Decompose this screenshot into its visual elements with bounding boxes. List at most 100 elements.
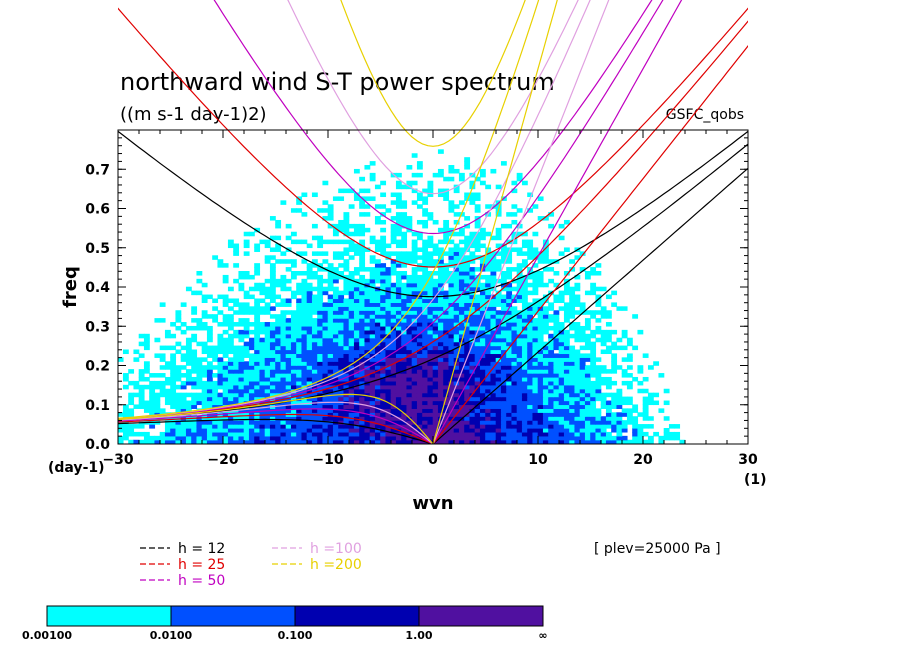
heatmap-cell [332,274,339,280]
heatmap-cell [332,227,339,233]
heatmap-cell [359,376,366,382]
heatmap-cell [285,322,292,327]
heatmap-cell [469,412,476,417]
heatmap-cell [385,431,392,437]
heatmap-cell [201,294,208,300]
heatmap-cell [416,341,423,347]
heatmap-cell [595,439,602,444]
heatmap-cell [243,349,250,355]
heatmap-cell [227,380,234,386]
heatmap-cell [532,357,539,362]
heatmap-cell [369,310,376,315]
heatmap-cell [275,361,282,366]
heatmap-cell [411,424,418,429]
heatmap-cell [516,318,523,323]
heatmap-cell [437,314,444,319]
heatmap-cell [343,333,350,339]
heatmap-cell [122,373,129,378]
heatmap-cell [679,439,686,444]
heatmap-cell [616,404,623,409]
heatmap-cell [269,329,276,335]
heatmap-cell [369,271,376,276]
heatmap-cell [490,412,497,417]
heatmap-cell [485,278,492,284]
heatmap-cell [663,416,670,421]
heatmap-cell [416,333,423,339]
heatmap-cell [516,325,523,331]
heatmap-cell [490,314,497,319]
heatmap-cell [537,216,544,221]
heatmap-cell [154,400,161,406]
heatmap-cell [590,396,597,402]
heatmap-cell [569,345,576,351]
heatmap-cell [201,369,208,374]
heatmap-cell [201,435,208,441]
heatmap-cell [390,412,397,417]
heatmap-cell [175,365,182,370]
heatmap-cell [338,239,345,245]
heatmap-cell [385,376,392,382]
heatmap-cell [301,259,308,264]
heatmap-cell [364,188,371,194]
heatmap-cell [338,428,345,433]
heatmap-cell [542,322,549,327]
heatmap-cell [485,263,492,268]
heatmap-cell [206,384,213,390]
heatmap-cell [558,345,565,351]
heatmap-cell [254,298,261,303]
heatmap-cell [558,420,565,425]
heatmap-cell [332,294,339,300]
heatmap-cell [369,431,376,437]
heatmap-cell [611,345,618,351]
heatmap-cell [527,380,534,386]
heatmap-cell [464,165,471,170]
heatmap-cell [469,428,476,433]
heatmap-cell [191,439,198,444]
heatmap-cell [290,431,297,437]
heatmap-cell [196,369,203,374]
heatmap-cell [311,353,318,358]
heatmap-cell [553,392,560,398]
heatmap-cell [469,196,476,201]
heatmap-cell [416,192,423,198]
heatmap-cell [238,369,245,374]
heatmap-cell [616,345,623,351]
heatmap-cell [395,172,402,178]
heatmap-cell [569,294,576,300]
heatmap-cell [395,388,402,394]
heatmap-cell [605,329,612,335]
heatmap-cell [170,428,177,433]
heatmap-cell [348,286,355,292]
heatmap-cell [243,424,250,429]
heatmap-cell [306,365,313,370]
heatmap-cell [527,192,534,198]
heatmap-cell [285,420,292,425]
heatmap-cell [385,286,392,292]
heatmap-cell [579,392,586,398]
heatmap-cell [558,428,565,433]
heatmap-cell [532,420,539,425]
heatmap-cell [401,428,408,433]
heatmap-cell [359,259,366,264]
heatmap-cell [416,274,423,280]
heatmap-cell [248,274,255,280]
heatmap-cell [164,400,171,406]
heatmap-cell [532,318,539,323]
heatmap-cell [280,353,287,358]
heatmap-cell [469,404,476,409]
heatmap-cell [385,404,392,409]
heatmap-cell [500,341,507,347]
heatmap-cell [338,329,345,335]
heatmap-cell [380,361,387,366]
heatmap-cell [338,298,345,303]
heatmap-cell [427,365,434,370]
heatmap-cell [191,384,198,390]
heatmap-cell [180,408,187,413]
heatmap-cell [401,412,408,417]
heatmap-cell [332,325,339,331]
heatmap-cell [527,365,534,370]
heatmap-cell [233,361,240,366]
heatmap-cell [548,424,555,429]
heatmap-cell [485,365,492,370]
heatmap-cell [416,278,423,284]
